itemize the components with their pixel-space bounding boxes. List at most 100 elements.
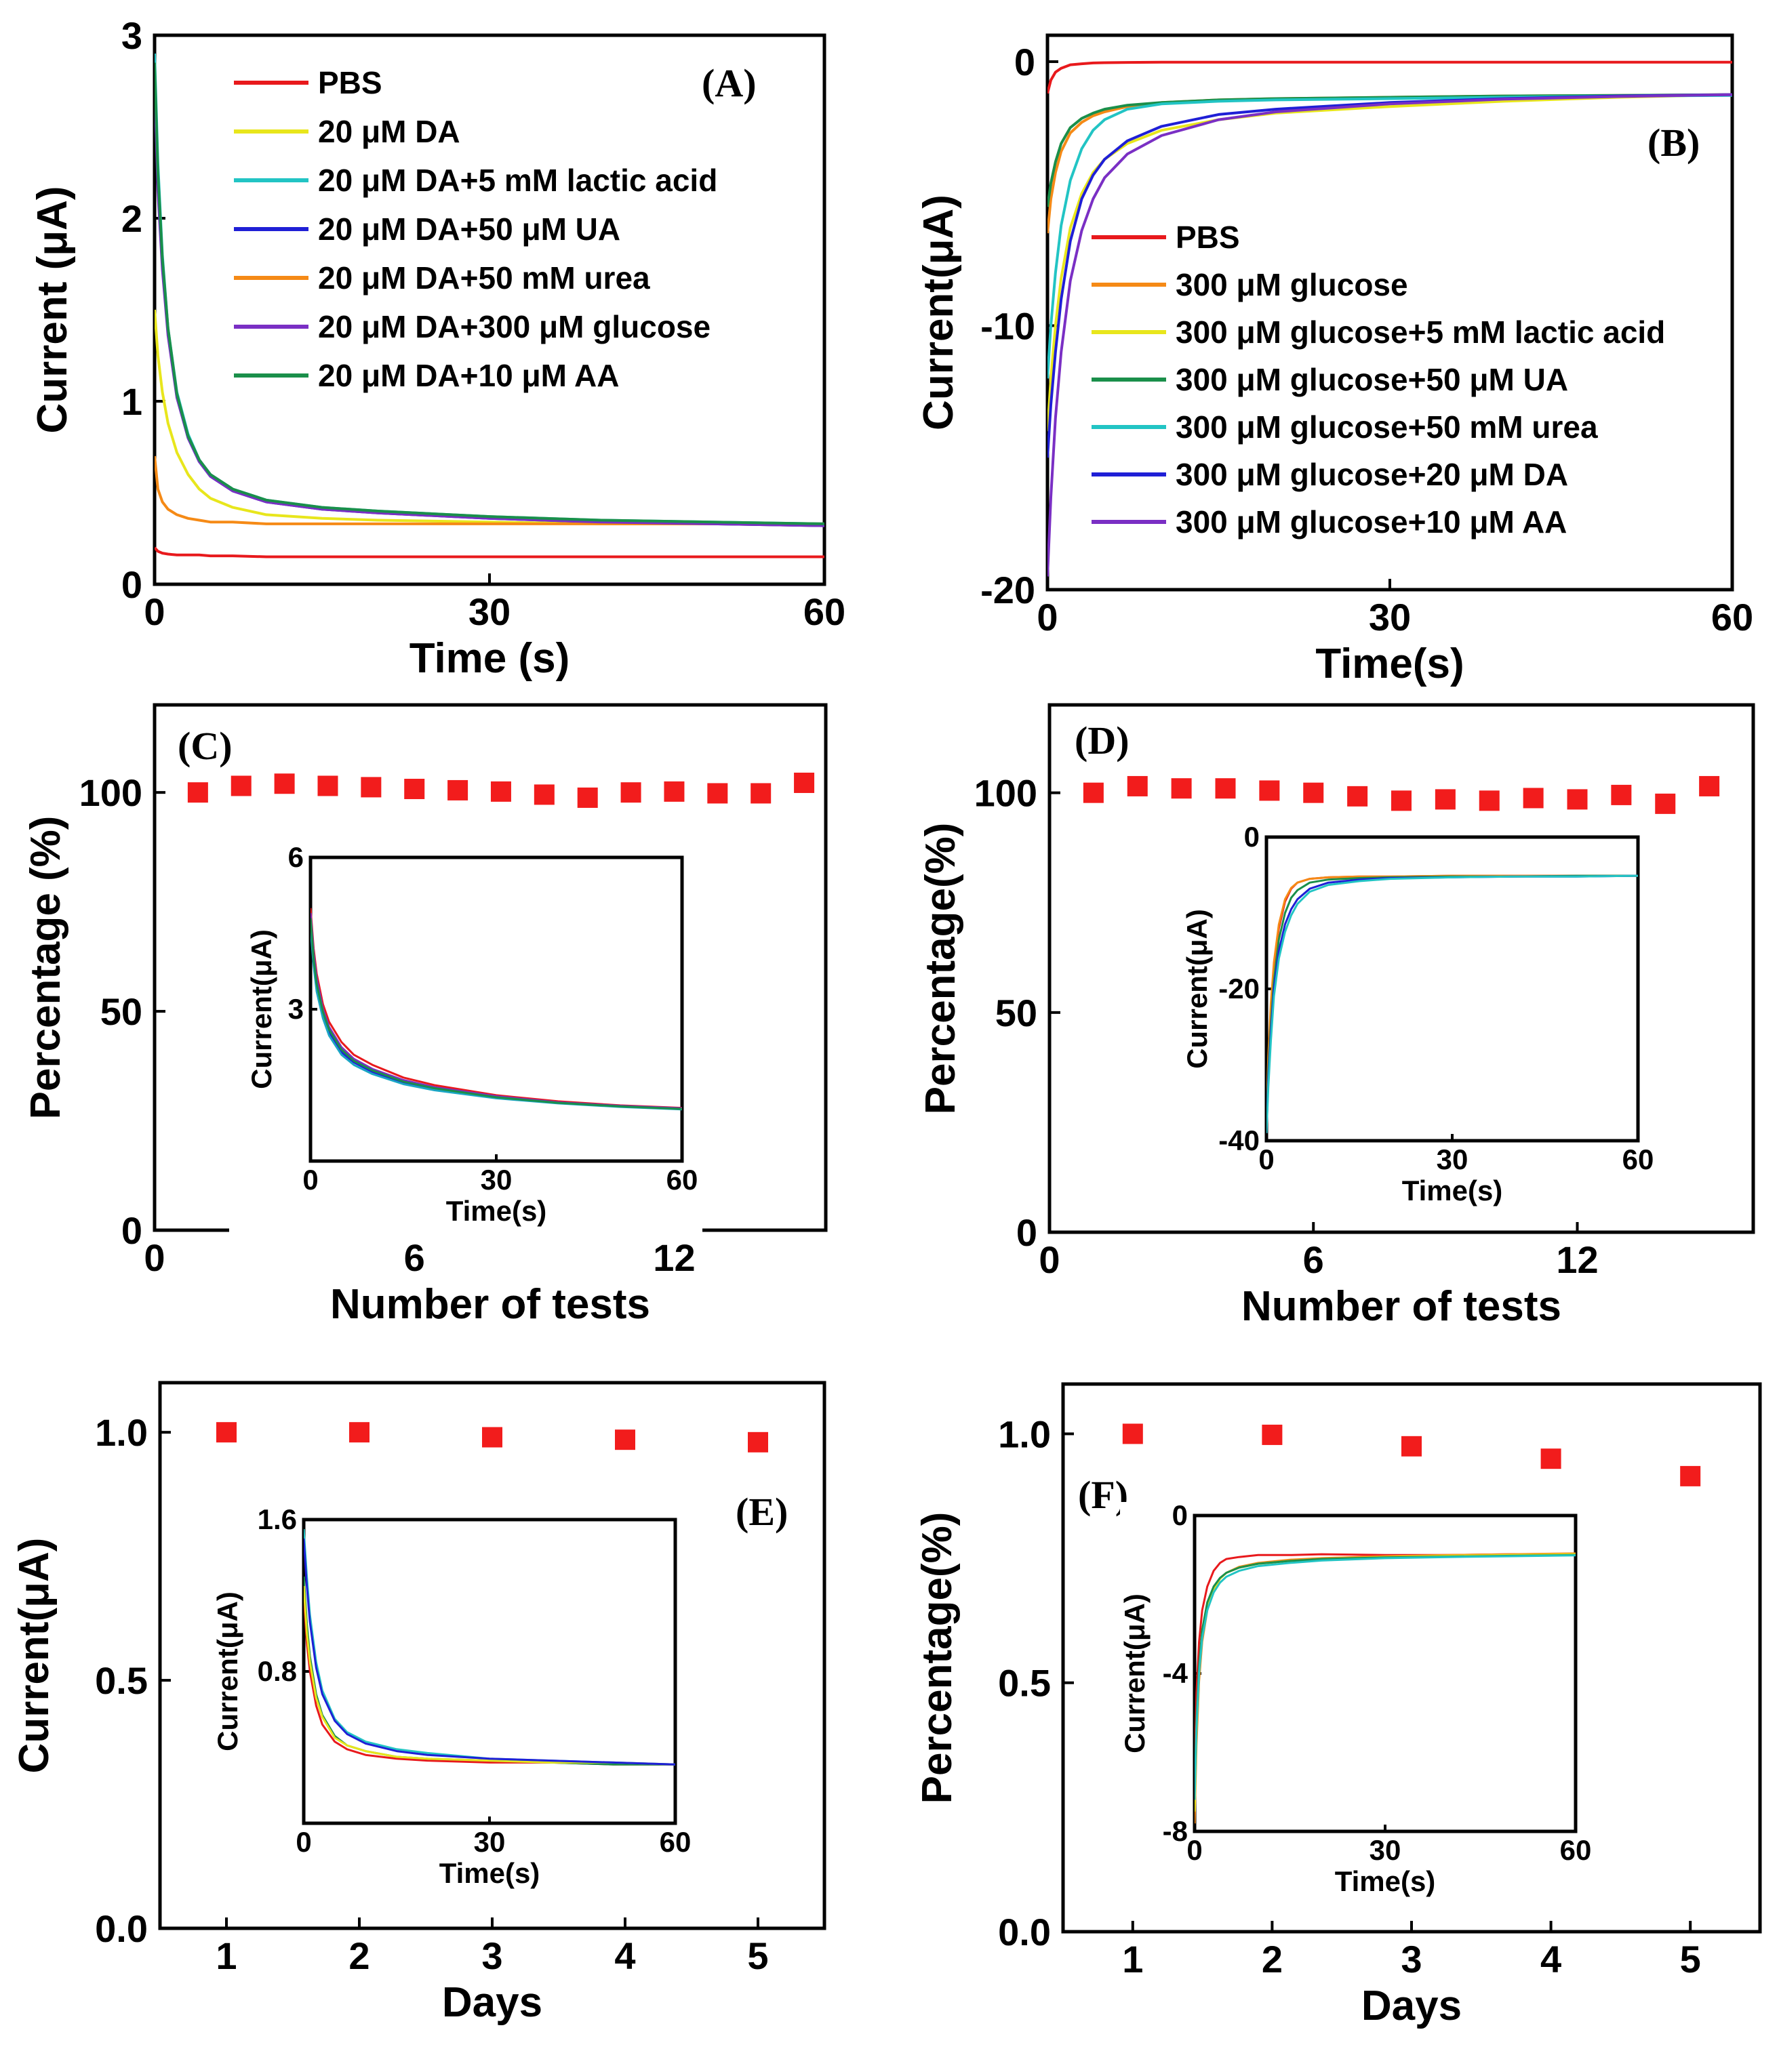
y-axis-title: Percentage (%)	[22, 816, 69, 1120]
inset-c: 0 30 60 3 6 Time(s) Current(μA)	[245, 841, 698, 1227]
y-tick-label: 50	[100, 990, 142, 1033]
panel-label: (A)	[702, 61, 757, 105]
data-point	[1567, 789, 1588, 810]
x-tick-label: 2	[348, 1934, 369, 1977]
legend-label: 300 μM glucose+50 μM UA	[1176, 362, 1568, 397]
inset-background	[1165, 824, 1658, 1222]
x-axis-title: Number of tests	[330, 1281, 650, 1328]
y-tick-label: 0.0	[998, 1911, 1051, 1953]
y-tick-label: 3	[121, 14, 142, 57]
y-tick-label: 0.8	[258, 1655, 297, 1687]
data-point	[1479, 790, 1500, 811]
data-point	[1262, 1424, 1283, 1445]
data-point	[1215, 778, 1236, 799]
legend-label: 300 μM glucose	[1176, 267, 1408, 302]
x-tick-label: 30	[1370, 1834, 1401, 1866]
y-tick-label: -8	[1163, 1815, 1188, 1847]
legend-label: 300 μM glucose+20 μM DA	[1176, 457, 1568, 492]
x-tick-label: 0	[1039, 1238, 1060, 1281]
panel-label: (C)	[178, 724, 233, 768]
legend-label: 20 μM DA	[318, 114, 460, 149]
legend-label: PBS	[318, 65, 382, 100]
y-tick-label: 1.0	[998, 1413, 1051, 1455]
series-line	[155, 81, 824, 527]
x-tick-label: 5	[1680, 1938, 1701, 1980]
x-tick-label: 6	[1303, 1238, 1324, 1281]
series-line	[304, 1538, 675, 1766]
x-axis-title: Days	[1361, 1983, 1462, 2029]
data-point	[1435, 789, 1456, 810]
x-tick-label: 60	[1560, 1834, 1592, 1866]
inset-f: 0 30 60 0 -4 -8 Time(s) Current(μA)	[1119, 1499, 1591, 1897]
data-point	[707, 783, 728, 804]
y-tick-label: 0	[121, 1209, 142, 1252]
panel-label: (B)	[1647, 121, 1700, 165]
series-group	[311, 908, 682, 1111]
data-point	[1127, 775, 1148, 796]
data-point	[1680, 1465, 1701, 1486]
y-tick-label: 2	[121, 197, 142, 240]
x-tick-label: 2	[1262, 1938, 1283, 1980]
data-point	[1122, 1423, 1143, 1444]
x-tick-label: 0	[1258, 1143, 1274, 1175]
y-tick-label: 100	[974, 772, 1037, 815]
y-axis-title: Percentage(%)	[917, 823, 964, 1115]
y-axis-title: Current(μA)	[11, 1538, 58, 1774]
x-tick-label: 30	[1437, 1143, 1468, 1175]
series-line	[304, 1585, 675, 1766]
x-tick-label: 1	[216, 1934, 237, 1977]
data-point	[748, 1431, 768, 1453]
y-tick-label: -20	[980, 569, 1035, 611]
series-line	[155, 81, 824, 527]
data-point	[534, 784, 555, 805]
data-point	[482, 1427, 502, 1448]
x-tick-label: 60	[1711, 596, 1753, 638]
x-tick-label: 0	[296, 1826, 311, 1858]
x-tick-label: 30	[481, 1164, 513, 1196]
data-point	[620, 782, 641, 803]
data-point	[794, 772, 815, 793]
x-tick-label: 3	[481, 1934, 502, 1977]
data-point	[1540, 1448, 1561, 1469]
x-tick-label: 0	[144, 1236, 165, 1279]
x-tick-label: 0	[1037, 596, 1058, 638]
legend-label: 300 μM glucose+5 mM lactic acid	[1176, 314, 1665, 350]
y-tick-label: 0	[1244, 821, 1260, 853]
x-tick-label: 60	[803, 590, 845, 633]
x-tick-label: 3	[1401, 1938, 1422, 1980]
series-line	[1047, 60, 1732, 94]
panel-f: 1 2 3 4 5 0.0 0.5 1.0 Days Percentage(%) (F)	[914, 1382, 1762, 2029]
x-tick-label: 1	[1122, 1938, 1143, 1980]
series-line	[155, 62, 824, 525]
panel-c: 0 6 12 0 50 100 Number of tests Percentage (%) (…	[22, 703, 828, 1328]
legend-label: 20 μM DA+50 mM urea	[318, 260, 650, 296]
data-point	[216, 1422, 237, 1443]
y-tick-label: 50	[995, 992, 1037, 1034]
x-tick-label: 30	[474, 1826, 506, 1858]
series-line	[155, 546, 824, 558]
x-tick-label: 30	[1369, 596, 1411, 638]
legend-label: 20 μM DA+5 mM lactic acid	[318, 163, 717, 198]
x-tick-label: 4	[1540, 1938, 1561, 1980]
x-tick-label: 5	[747, 1934, 768, 1977]
data-point	[1699, 775, 1720, 796]
y-axis-title: Percentage(%)	[914, 1512, 961, 1804]
legend-label: 20 μM DA+50 μM UA	[318, 211, 620, 247]
y-tick-label: 6	[288, 841, 304, 873]
y-tick-label: 0	[1016, 1211, 1037, 1254]
data-point	[615, 1429, 635, 1450]
series-line	[1047, 93, 1732, 234]
inset-d: 0 30 60 0 -20 -40 Time(s) Current(μA)	[1181, 821, 1654, 1206]
y-tick-label: -10	[980, 304, 1035, 347]
x-axis-title: Time(s)	[446, 1195, 547, 1227]
x-tick-label: 4	[614, 1934, 635, 1977]
data-point	[664, 781, 685, 802]
y-tick-label: 0	[1014, 41, 1035, 83]
legend-label: 300 μM glucose+10 μM AA	[1176, 504, 1567, 540]
y-tick-label: 1	[121, 380, 142, 423]
data-point	[1259, 780, 1280, 801]
panel-label: (D)	[1075, 718, 1130, 763]
y-axis-title: Current(μA)	[1119, 1593, 1151, 1753]
series-line	[1047, 93, 1732, 577]
